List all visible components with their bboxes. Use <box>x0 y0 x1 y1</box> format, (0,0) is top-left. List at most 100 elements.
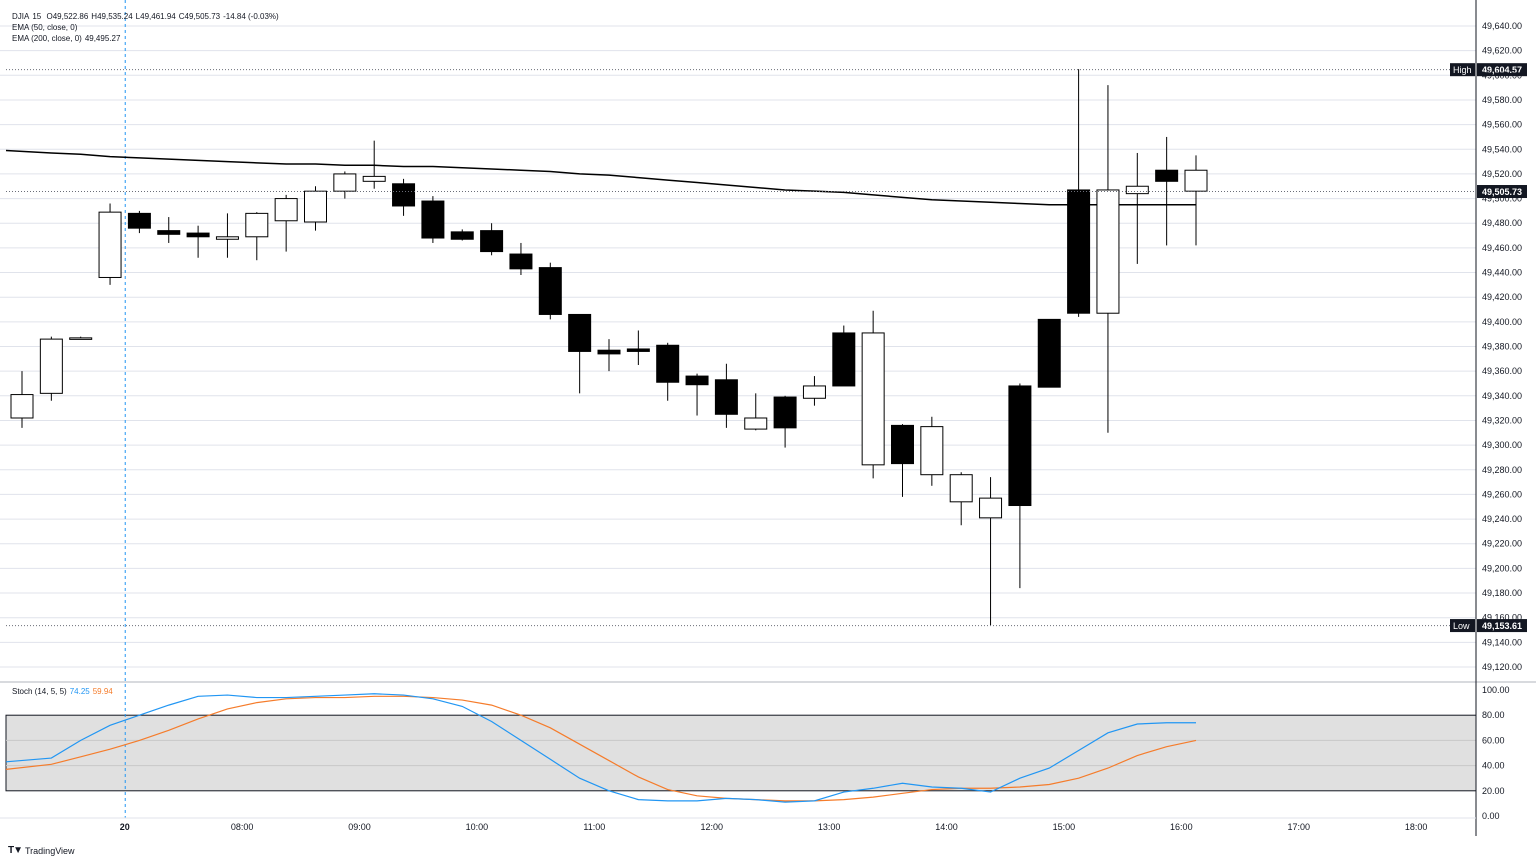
time-axis: 20 08:00 09:00 10:00 11:00 12:00 13:00 14:00 15:… <box>0 817 1476 832</box>
time-tick-label: 14:00 <box>935 822 958 832</box>
candle-body <box>1096 189 1120 314</box>
legend-stoch: Stoch (14, 5, 5) 74.25 59.94 <box>12 686 116 697</box>
price-tick-label: 49,620.00 <box>1482 46 1522 56</box>
candle-body <box>157 230 181 235</box>
candle-body <box>832 332 856 387</box>
legend-high: H49,535.24 <box>91 12 133 21</box>
candle-body <box>861 332 885 466</box>
stoch-tick-label: 0.00 <box>1482 811 1500 821</box>
legend-stoch-k: 74.25 <box>69 687 90 696</box>
candle-body <box>509 253 533 270</box>
price-tick-label: 49,600.00 <box>1482 70 1522 80</box>
candle-body <box>362 175 386 182</box>
candle-body <box>274 198 298 222</box>
candle-body <box>979 497 1003 519</box>
price-tick-label: 49,220.00 <box>1482 539 1522 549</box>
candle-body <box>245 212 269 238</box>
time-tick-label: 18:00 <box>1405 822 1428 832</box>
price-tick-label: 49,320.00 <box>1482 415 1522 425</box>
price-tick-label: 49,140.00 <box>1482 637 1522 647</box>
legend-ema200: EMA (200, close, 0) 49,495.27 <box>12 33 123 44</box>
price-grid <box>0 25 1476 668</box>
candle-body <box>891 424 914 465</box>
time-tick-label: 15:00 <box>1053 822 1076 832</box>
candle-body <box>744 417 768 430</box>
price-tick-label: 49,460.00 <box>1482 243 1522 253</box>
price-levels: 49,604.57 High 49,505.73 49,153.61 Low <box>6 63 1527 633</box>
price-tick-label: 49,420.00 <box>1482 292 1522 302</box>
price-tick-label: 49,640.00 <box>1482 21 1522 31</box>
tradingview-icon: T▼ <box>8 845 23 856</box>
price-level-name-box <box>1450 63 1475 77</box>
candle-body <box>949 474 973 503</box>
candle-body <box>1184 169 1208 192</box>
candle-body <box>538 267 562 315</box>
stoch-tick-label: 80.00 <box>1482 710 1505 720</box>
candle-body <box>1155 169 1179 182</box>
legend-close: C49,505.73 <box>178 12 221 21</box>
candles-layer <box>10 69 1208 626</box>
time-tick-label: 11:00 <box>583 822 605 832</box>
price-tick-label: 49,580.00 <box>1482 95 1522 105</box>
price-level-name: High <box>1453 65 1472 75</box>
price-level-box <box>1477 185 1527 199</box>
stoch-tick-label: 60.00 <box>1482 735 1505 745</box>
time-tick-label: 13:00 <box>818 822 841 832</box>
tradingview-logo-text: TradingView <box>25 845 75 856</box>
time-tick-label: 09:00 <box>348 822 371 832</box>
legend-ema50-label: EMA (50, close, 0) <box>12 23 78 32</box>
price-tick-label: 49,340.00 <box>1482 391 1522 401</box>
price-tick-label: 49,240.00 <box>1482 514 1522 524</box>
legend-ema200-value: 49,495.27 <box>84 34 121 43</box>
stoch-tick-label: 100.00 <box>1482 685 1510 695</box>
candle-body <box>656 344 680 383</box>
candle-body <box>333 173 357 192</box>
stoch-tick-label: 20.00 <box>1482 786 1505 796</box>
legend-stoch-d: 59.94 <box>92 687 113 696</box>
price-level-box <box>1477 619 1527 633</box>
price-level-name: Low <box>1453 621 1470 631</box>
legend-symbol: DJIA <box>12 12 30 21</box>
candle-body <box>626 348 650 352</box>
tradingview-logo[interactable]: T▼ TradingView <box>8 845 75 856</box>
price-tick-label: 49,560.00 <box>1482 120 1522 130</box>
stoch-grid <box>5 714 1477 792</box>
price-tick-label: 49,260.00 <box>1482 489 1522 499</box>
legend-low: L49,461.94 <box>135 12 176 21</box>
candle-body <box>421 200 445 239</box>
candle-body <box>480 230 504 253</box>
candle-body <box>714 379 738 415</box>
price-tick-label: 49,300.00 <box>1482 440 1522 450</box>
price-tick-label: 49,520.00 <box>1482 169 1522 179</box>
legend-ohlc: DJIA 15 O49,522.86 H49,535.24 L49,461.94 C49… <box>12 11 282 22</box>
candle-body <box>392 183 416 207</box>
legend-ema50: EMA (50, close, 0) <box>12 22 80 33</box>
candle-body <box>69 337 93 340</box>
candle-body <box>186 232 210 238</box>
legend-stoch-label: Stoch (14, 5, 5) <box>12 687 67 696</box>
time-tick-label: 17:00 <box>1287 822 1310 832</box>
stoch-layer <box>5 693 1197 803</box>
stoch-k-line <box>5 693 1196 803</box>
price-tick-label: 49,380.00 <box>1482 342 1522 352</box>
time-tick-label: 10:00 <box>466 822 489 832</box>
price-level-name-box <box>1450 619 1475 633</box>
candle-body <box>773 396 797 429</box>
stoch-band <box>5 714 1477 792</box>
legend-ema200-label: EMA (200, close, 0) <box>12 34 82 43</box>
price-tick-label: 49,280.00 <box>1482 465 1522 475</box>
price-tick-label: 49,200.00 <box>1482 563 1522 573</box>
price-level-value: 49,604.57 <box>1482 65 1522 75</box>
candle-body <box>685 375 709 386</box>
candle-body <box>39 338 63 394</box>
candle-body <box>215 236 239 240</box>
ema200-layer <box>5 149 1196 206</box>
price-tick-label: 49,160.00 <box>1482 613 1522 623</box>
candle-body <box>1067 189 1091 314</box>
candle-body <box>10 394 34 419</box>
price-tick-label: 49,500.00 <box>1482 194 1522 204</box>
candle-body <box>98 211 122 278</box>
price-tick-label: 49,440.00 <box>1482 268 1522 278</box>
ema200-line <box>5 149 1196 206</box>
